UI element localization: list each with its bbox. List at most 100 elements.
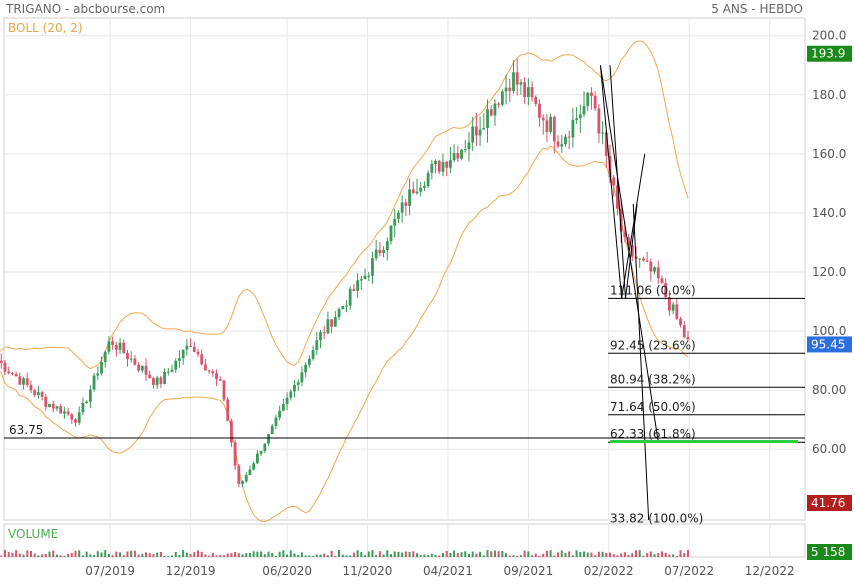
volume-bar bbox=[408, 551, 411, 557]
volume-bar bbox=[22, 554, 25, 557]
candle-body bbox=[178, 358, 181, 361]
chart-title: TRIGANO - abcbourse.com bbox=[6, 2, 166, 16]
candle-body bbox=[523, 82, 527, 97]
volume-bar bbox=[653, 554, 656, 557]
candle-body bbox=[233, 442, 237, 466]
volume-bar bbox=[668, 554, 671, 557]
candle-body bbox=[114, 344, 118, 350]
candle-body bbox=[627, 237, 630, 246]
volume-bar bbox=[286, 554, 289, 557]
candle-body bbox=[564, 136, 567, 145]
candle-body bbox=[660, 278, 664, 284]
candle-body bbox=[226, 399, 230, 421]
candle-body bbox=[467, 142, 471, 150]
candle-body bbox=[653, 267, 656, 272]
candle-body bbox=[255, 453, 259, 464]
candle-body bbox=[281, 404, 285, 411]
volume-bar bbox=[33, 553, 36, 557]
volume-bar bbox=[527, 551, 530, 557]
candle-body bbox=[638, 258, 642, 260]
candle-body bbox=[211, 371, 215, 374]
fibonacci-trend-line bbox=[599, 65, 659, 443]
volume-bar bbox=[159, 552, 162, 557]
candle-body bbox=[55, 406, 59, 409]
candle-body bbox=[107, 341, 111, 352]
volume-bar bbox=[211, 552, 214, 557]
volume-bar bbox=[37, 555, 40, 557]
candle-body bbox=[682, 325, 686, 338]
volume-bar bbox=[111, 555, 114, 557]
volume-bar bbox=[260, 551, 263, 557]
volume-bar bbox=[393, 551, 396, 557]
candle-body bbox=[88, 389, 92, 402]
candle-body bbox=[519, 82, 523, 85]
candle-body bbox=[285, 397, 289, 405]
candle-body bbox=[122, 342, 126, 354]
candle-body bbox=[679, 318, 682, 326]
candle-body bbox=[397, 212, 400, 219]
candle-body bbox=[230, 420, 233, 443]
volume-bar bbox=[52, 550, 55, 557]
candle-body bbox=[333, 317, 337, 327]
candle-body bbox=[207, 370, 211, 372]
candle-body bbox=[218, 379, 222, 381]
volume-bar bbox=[427, 554, 430, 557]
candle-body bbox=[259, 450, 263, 454]
candle-body bbox=[14, 373, 18, 377]
candle-body bbox=[556, 141, 560, 147]
volume-panel-frame bbox=[3, 523, 806, 558]
volume-bar bbox=[293, 553, 296, 557]
fibonacci-level-label: 62.33 (61.8%) bbox=[610, 427, 696, 441]
candle-body bbox=[44, 396, 48, 407]
volume-bar bbox=[330, 550, 333, 557]
volume-bar bbox=[182, 550, 185, 557]
candle-body bbox=[645, 260, 649, 262]
candle-body bbox=[578, 114, 582, 119]
y-tick-label: 140.0 bbox=[812, 206, 846, 220]
volume-bar bbox=[70, 553, 73, 557]
volume-bar bbox=[657, 553, 660, 557]
candle-body bbox=[404, 202, 408, 206]
fibonacci-trend-line bbox=[609, 65, 626, 299]
volume-bar bbox=[642, 555, 645, 557]
volume-bar bbox=[289, 550, 292, 557]
candle-body bbox=[430, 163, 434, 173]
volume-bar bbox=[234, 551, 237, 557]
volume-bar bbox=[0, 555, 3, 557]
volume-bar bbox=[460, 552, 463, 557]
volume-bar bbox=[382, 554, 385, 557]
candle-body bbox=[667, 297, 671, 311]
candle-body bbox=[137, 364, 141, 371]
volume-bar bbox=[278, 551, 281, 557]
volume-bar bbox=[208, 555, 211, 557]
volume-bar bbox=[553, 555, 556, 557]
candle-body bbox=[33, 390, 37, 395]
volume-bar bbox=[390, 554, 393, 557]
volume-bar bbox=[119, 552, 122, 557]
volume-bar bbox=[549, 550, 552, 557]
volume-bar bbox=[378, 551, 381, 557]
volume-bar bbox=[612, 554, 615, 557]
candle-body bbox=[307, 358, 311, 365]
candle-body bbox=[538, 103, 541, 118]
volume-bar bbox=[609, 552, 612, 557]
candle-body bbox=[664, 283, 668, 298]
candle-body bbox=[152, 378, 155, 386]
y-tick-label: 120.0 bbox=[812, 265, 846, 279]
volume-bar bbox=[222, 555, 225, 557]
candle-body bbox=[612, 177, 616, 186]
candle-body bbox=[81, 402, 85, 413]
low-price-badge-bg bbox=[807, 494, 852, 511]
candle-body bbox=[426, 172, 430, 187]
volume-bar bbox=[512, 555, 515, 557]
candle-body bbox=[582, 105, 586, 115]
volume-bar bbox=[308, 555, 311, 557]
candle-body bbox=[452, 153, 456, 161]
volume-bar bbox=[63, 555, 66, 557]
volume-bar bbox=[438, 555, 441, 557]
y-tick-label: 80.00 bbox=[812, 383, 846, 397]
volume-bar bbox=[133, 550, 136, 557]
candle-body bbox=[437, 160, 441, 172]
candle-body bbox=[237, 465, 241, 484]
candle-body bbox=[512, 72, 515, 92]
